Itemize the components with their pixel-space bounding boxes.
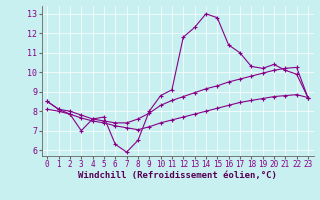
X-axis label: Windchill (Refroidissement éolien,°C): Windchill (Refroidissement éolien,°C) — [78, 171, 277, 180]
